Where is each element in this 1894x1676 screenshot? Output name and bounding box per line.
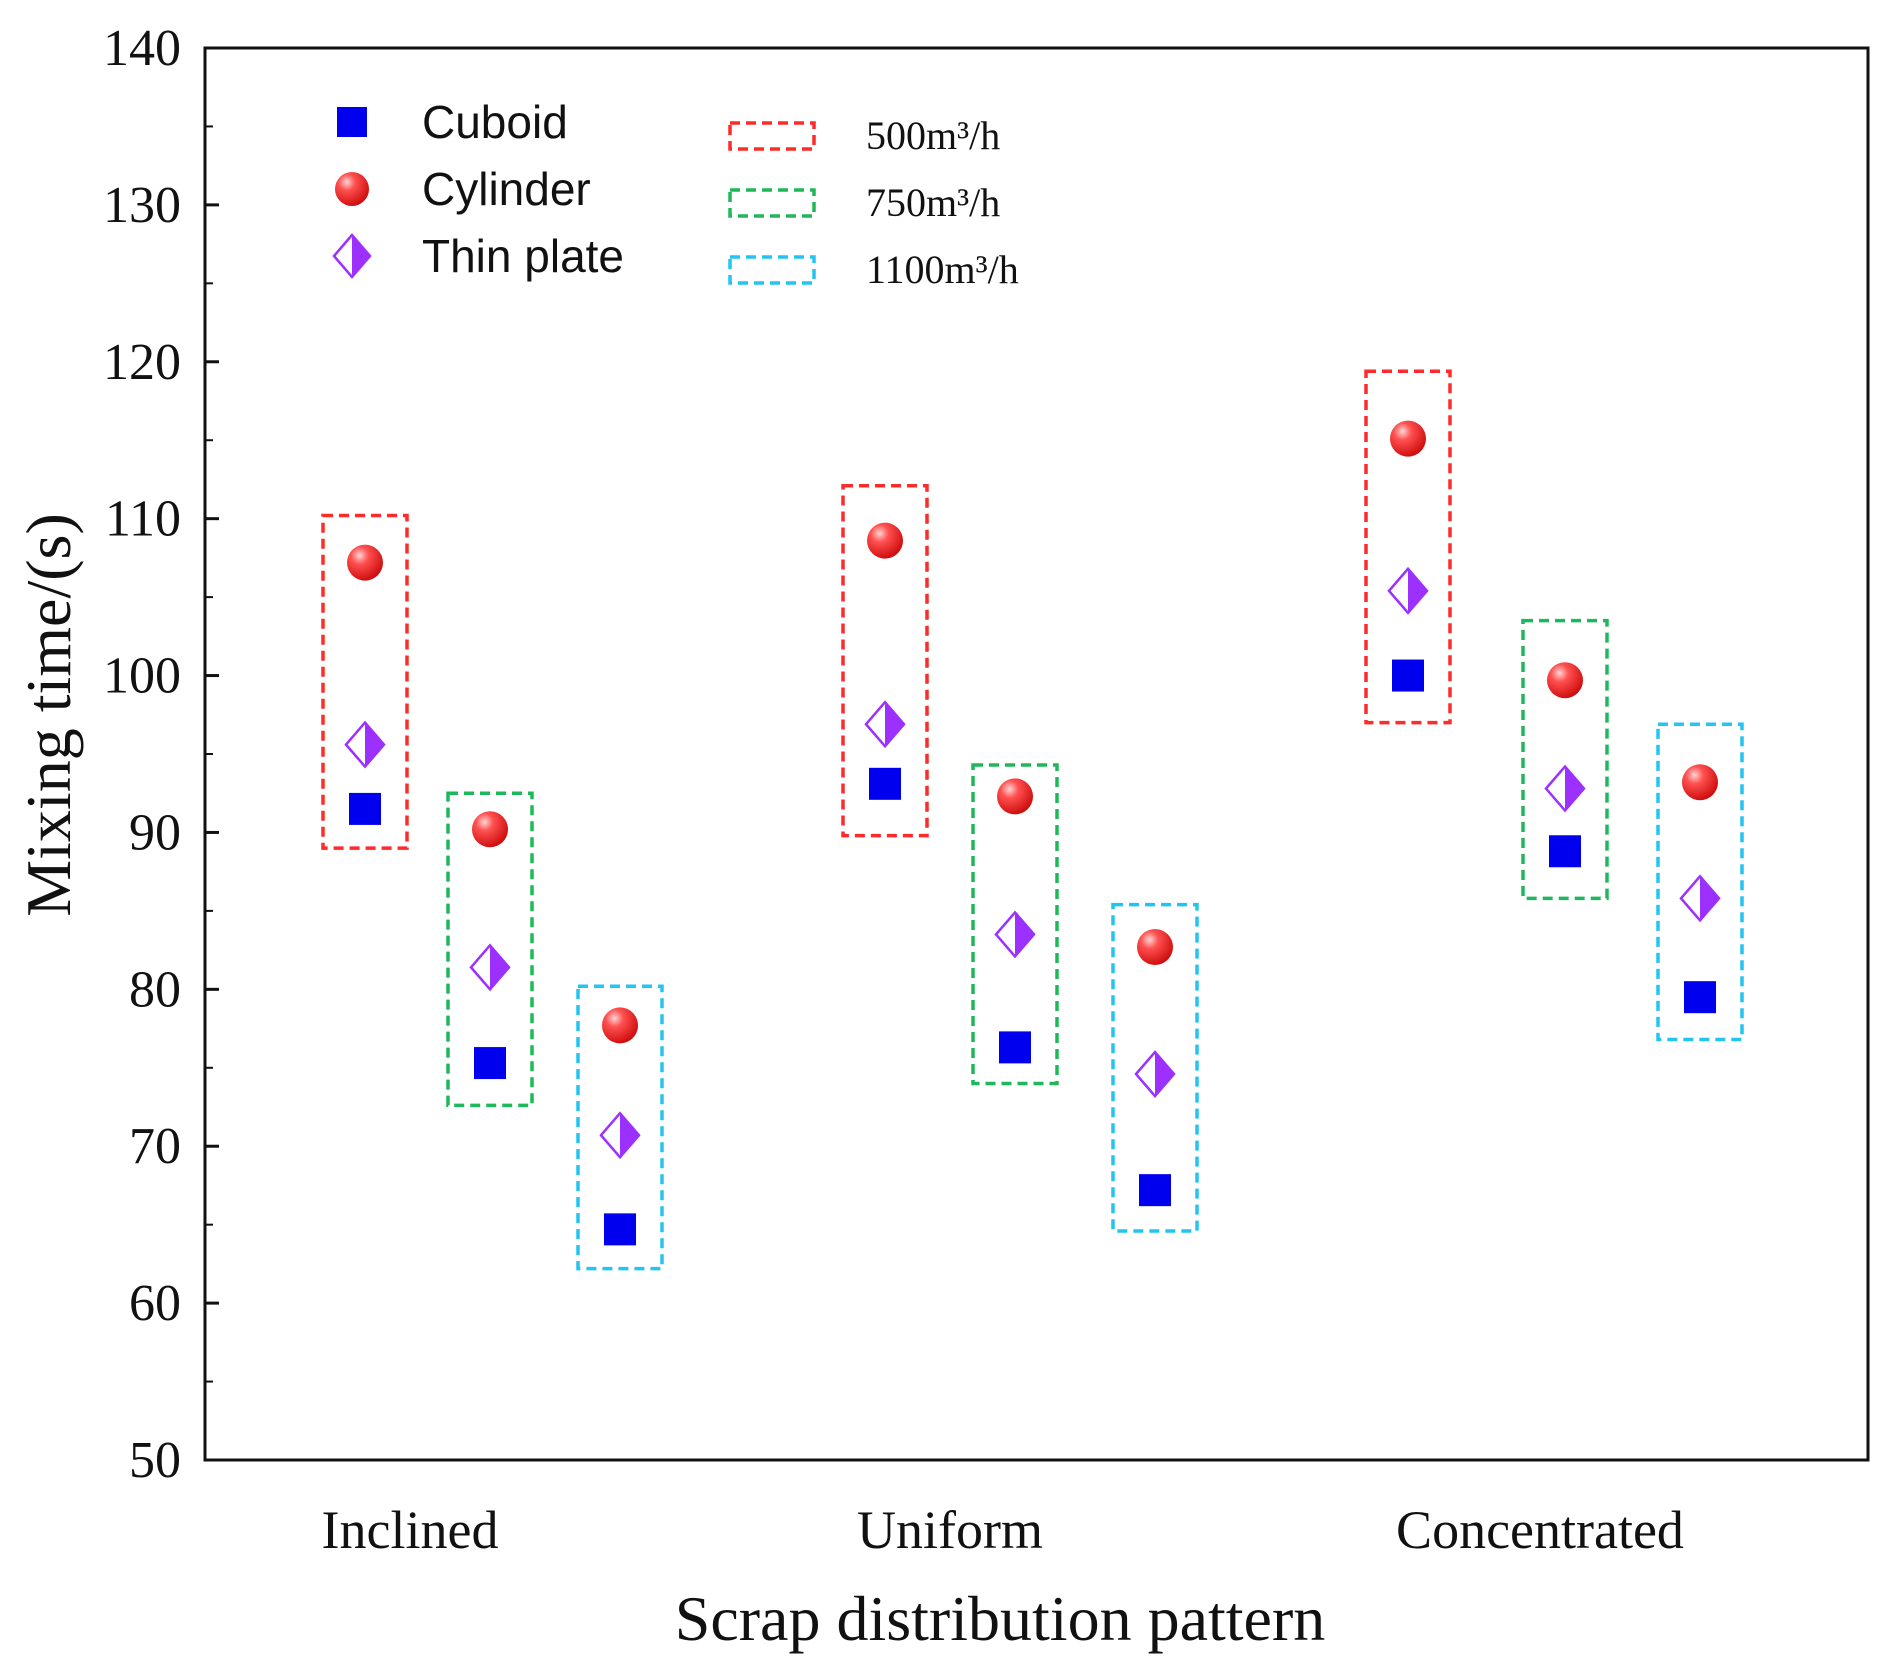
thin-plate-point: [994, 910, 1036, 959]
half-diamond-filled: [1408, 568, 1427, 613]
y-tick-label: 90: [129, 804, 181, 861]
half-diamond-outline: [994, 910, 1036, 959]
y-tick-label: 130: [103, 177, 181, 234]
range-box: [841, 483, 929, 838]
range-box: [576, 984, 664, 1271]
half-diamond-filled: [1015, 912, 1034, 957]
legend-series-label: Cylinder: [422, 163, 591, 215]
y-tick-label: 50: [129, 1432, 181, 1489]
half-diamond-outline: [599, 1111, 641, 1160]
x-category-label: Uniform: [857, 1500, 1043, 1560]
legend-series-label: Cuboid: [422, 96, 568, 148]
x-category-label: Concentrated: [1396, 1500, 1684, 1560]
range-box: [1656, 722, 1744, 1042]
half-diamond-filled: [365, 722, 384, 767]
thin-plate-point: [1679, 874, 1721, 923]
half-diamond-outline: [1544, 764, 1586, 813]
y-axis-title: Mixing time/(s): [13, 513, 84, 917]
x-category-label: Inclined: [322, 1500, 499, 1560]
y-tick-label: 60: [129, 1275, 181, 1332]
y-tick-label: 140: [103, 20, 181, 77]
y-tick-label: 80: [129, 961, 181, 1018]
range-box: [1364, 369, 1452, 725]
thin-plate-point: [1544, 764, 1586, 813]
thin-plate-point: [864, 700, 906, 749]
thin-plate-point: [469, 943, 511, 992]
half-diamond-outline: [1679, 874, 1721, 923]
range-box: [321, 513, 409, 850]
cuboid-point: [869, 767, 901, 800]
half-diamond-outline: [1387, 566, 1429, 615]
cuboid-point: [1139, 1174, 1171, 1207]
y-tick-label: 70: [129, 1118, 181, 1175]
half-diamond-filled: [620, 1113, 639, 1158]
legend-cylinder-marker: [335, 172, 369, 206]
cylinder-point: [1390, 420, 1426, 457]
cuboid-point: [1549, 835, 1581, 868]
cylinder-point: [1682, 764, 1718, 801]
thin-plate-point: [1134, 1050, 1176, 1098]
half-diamond-outline: [344, 720, 386, 769]
half-diamond-outline: [864, 700, 906, 749]
cuboid-point: [999, 1031, 1031, 1064]
half-diamond-filled: [1700, 876, 1719, 921]
legend-thin-plate-marker: [332, 233, 372, 279]
cuboid-point: [1684, 981, 1716, 1014]
half-diamond-outline: [332, 233, 372, 279]
cuboid-point: [1392, 659, 1424, 692]
cylinder-point: [347, 544, 383, 581]
y-tick-label: 110: [105, 491, 181, 548]
legend-flow-label: 1100m³/h: [866, 247, 1019, 292]
y-tick-label: 120: [103, 334, 181, 391]
cuboid-point: [474, 1047, 506, 1080]
legend-flow-swatch: [728, 188, 816, 218]
legend-flow-swatch: [728, 255, 816, 285]
half-diamond-filled: [352, 235, 370, 277]
cylinder-point: [602, 1007, 638, 1044]
thin-plate-point: [599, 1111, 641, 1160]
range-box: [446, 791, 534, 1108]
cylinder-point: [997, 778, 1033, 815]
legend-series-label: Thin plate: [422, 230, 624, 282]
half-diamond-filled: [490, 945, 509, 990]
half-diamond-filled: [1565, 766, 1584, 811]
half-diamond-outline: [469, 943, 511, 992]
cylinder-point: [472, 811, 508, 848]
range-box: [971, 763, 1059, 1086]
range-box: [1111, 902, 1199, 1233]
thin-plate-point: [344, 720, 386, 769]
cuboid-point: [349, 792, 381, 825]
legend-flow-swatch: [728, 121, 816, 151]
legend: Cuboid Cylinder Thin plate 500m³/h 750m³/h 1…: [332, 96, 1019, 292]
cylinder-point: [1547, 662, 1583, 699]
cuboid-point: [604, 1213, 636, 1246]
half-diamond-filled: [885, 702, 904, 747]
half-diamond-outline: [1134, 1050, 1176, 1098]
thin-plate-point: [1387, 566, 1429, 615]
legend-cuboid-marker: [337, 107, 367, 137]
legend-flow-label: 500m³/h: [866, 113, 1000, 158]
y-tick-label: 100: [103, 648, 181, 705]
x-axis-title: Scrap distribution pattern: [675, 1583, 1326, 1654]
half-diamond-filled: [1155, 1052, 1174, 1097]
cylinder-point: [1137, 928, 1173, 965]
range-box: [1521, 618, 1609, 901]
cylinder-point: [867, 522, 903, 559]
legend-flow-label: 750m³/h: [866, 180, 1000, 225]
